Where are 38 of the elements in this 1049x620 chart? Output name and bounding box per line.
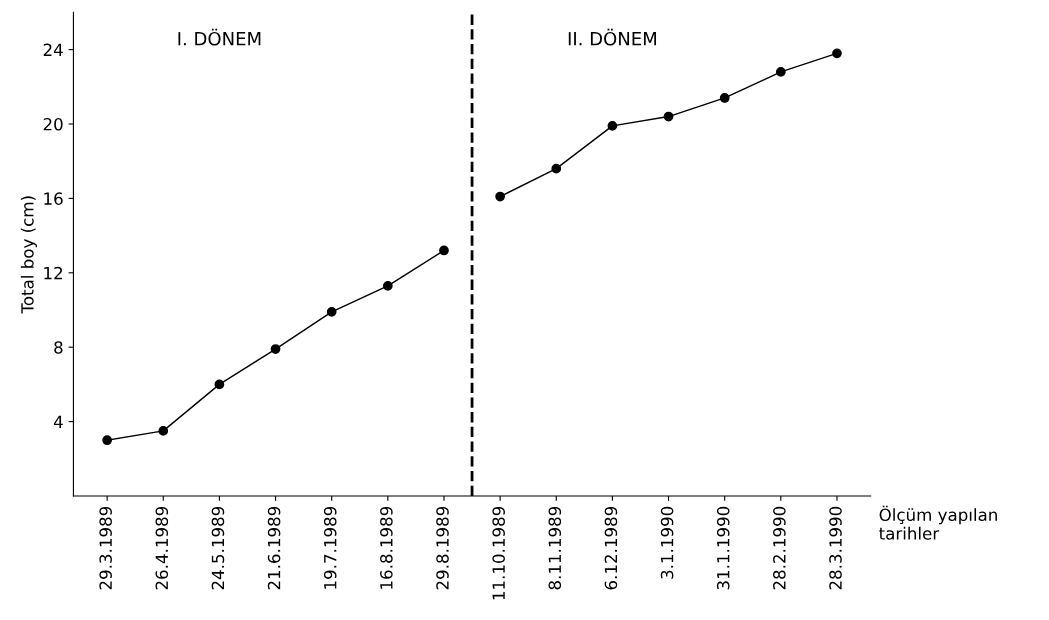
point: [832, 48, 842, 59]
point: [270, 344, 281, 354]
y-tick-label: 4: [53, 415, 63, 428]
y-tick-label: 24: [43, 43, 63, 56]
point: [495, 191, 505, 202]
x-tick-label: 19.7.1989: [323, 506, 337, 589]
point: [775, 67, 786, 77]
point: [158, 426, 169, 436]
x-tick-label: 8.11.1989: [548, 506, 562, 590]
annotation: II. DÖNEM: [568, 28, 657, 46]
annotation: I. DÖNEM: [178, 28, 261, 46]
point: [382, 280, 393, 291]
x-tick-label: 28.3.1990: [829, 506, 842, 590]
point: [607, 120, 618, 131]
point: [102, 435, 112, 446]
x-tick-label: 26.4.1989: [155, 506, 169, 590]
point: [326, 306, 337, 317]
x-tick-label: 6.12.1989: [604, 506, 618, 590]
x-tick-label: 28.2.1990: [773, 506, 786, 590]
x-tick-label: 29.3.1989: [99, 506, 112, 590]
y-tick-label: 8: [54, 341, 63, 354]
y-tick-label: 16: [44, 192, 63, 205]
x-tick-label: 16.8.1989: [380, 506, 393, 589]
point: [551, 163, 562, 174]
x-tick-label: 11.10.1989: [492, 506, 505, 600]
point: [439, 245, 449, 256]
x-tick-label: 24.5.1989: [211, 506, 225, 590]
x-tick-label: 31.1.1990: [716, 506, 730, 590]
x-axis-title: Ölçüm yapılan tarihler: [879, 505, 997, 540]
y-tick-label: 12: [44, 266, 63, 280]
point: [663, 111, 674, 122]
point: [719, 93, 730, 103]
point: [214, 379, 225, 390]
x-tick-label: 3.1.1990: [660, 506, 674, 579]
x-tick-label: 21.6.1989: [267, 506, 281, 590]
y-axis-title: Total boy (cm): [20, 196, 37, 314]
y-tick-label: 20: [43, 117, 63, 131]
x-tick-label: 29.8.1989: [436, 506, 449, 590]
